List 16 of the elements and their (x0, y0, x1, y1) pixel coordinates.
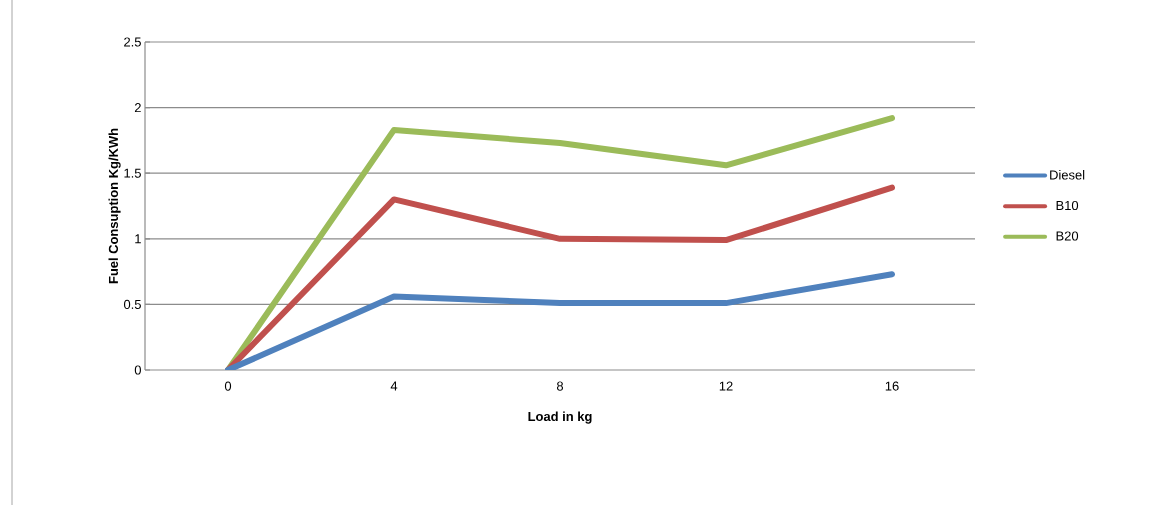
x-tick-label: 16 (885, 381, 899, 391)
y-tick-label: 2 (134, 103, 141, 113)
x-tick-label: 0 (224, 381, 232, 391)
y-tick-label: 2.5 (124, 37, 141, 47)
x-axis-title: Load in kg (528, 411, 592, 424)
x-tick-label: 4 (390, 381, 398, 391)
y-axis-title: Fuel Consuption Kg/KWh (108, 128, 121, 284)
legend-label: B10 (1056, 200, 1079, 211)
y-tick-label: 1.5 (124, 168, 141, 178)
x-tick-label: 12 (719, 381, 733, 391)
y-tick-label: 0 (134, 365, 141, 375)
legend-label: Diesel (1050, 170, 1085, 180)
y-tick-label: 1 (135, 234, 141, 244)
legend-label: B20 (1056, 231, 1079, 241)
x-tick-label: 8 (556, 381, 564, 391)
y-tick-label: 0.5 (123, 299, 141, 309)
